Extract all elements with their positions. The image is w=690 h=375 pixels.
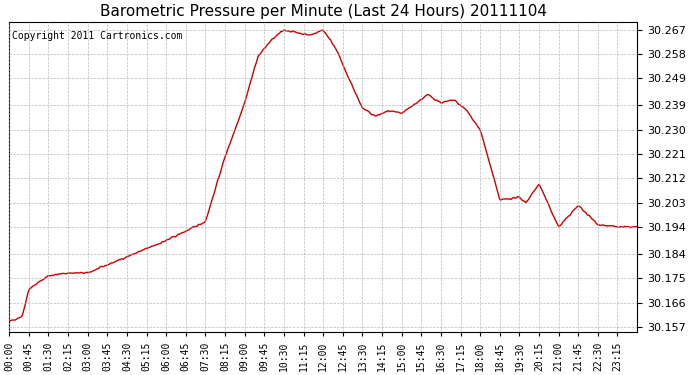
Text: Copyright 2011 Cartronics.com: Copyright 2011 Cartronics.com — [12, 31, 183, 41]
Title: Barometric Pressure per Minute (Last 24 Hours) 20111104: Barometric Pressure per Minute (Last 24 … — [99, 4, 546, 19]
